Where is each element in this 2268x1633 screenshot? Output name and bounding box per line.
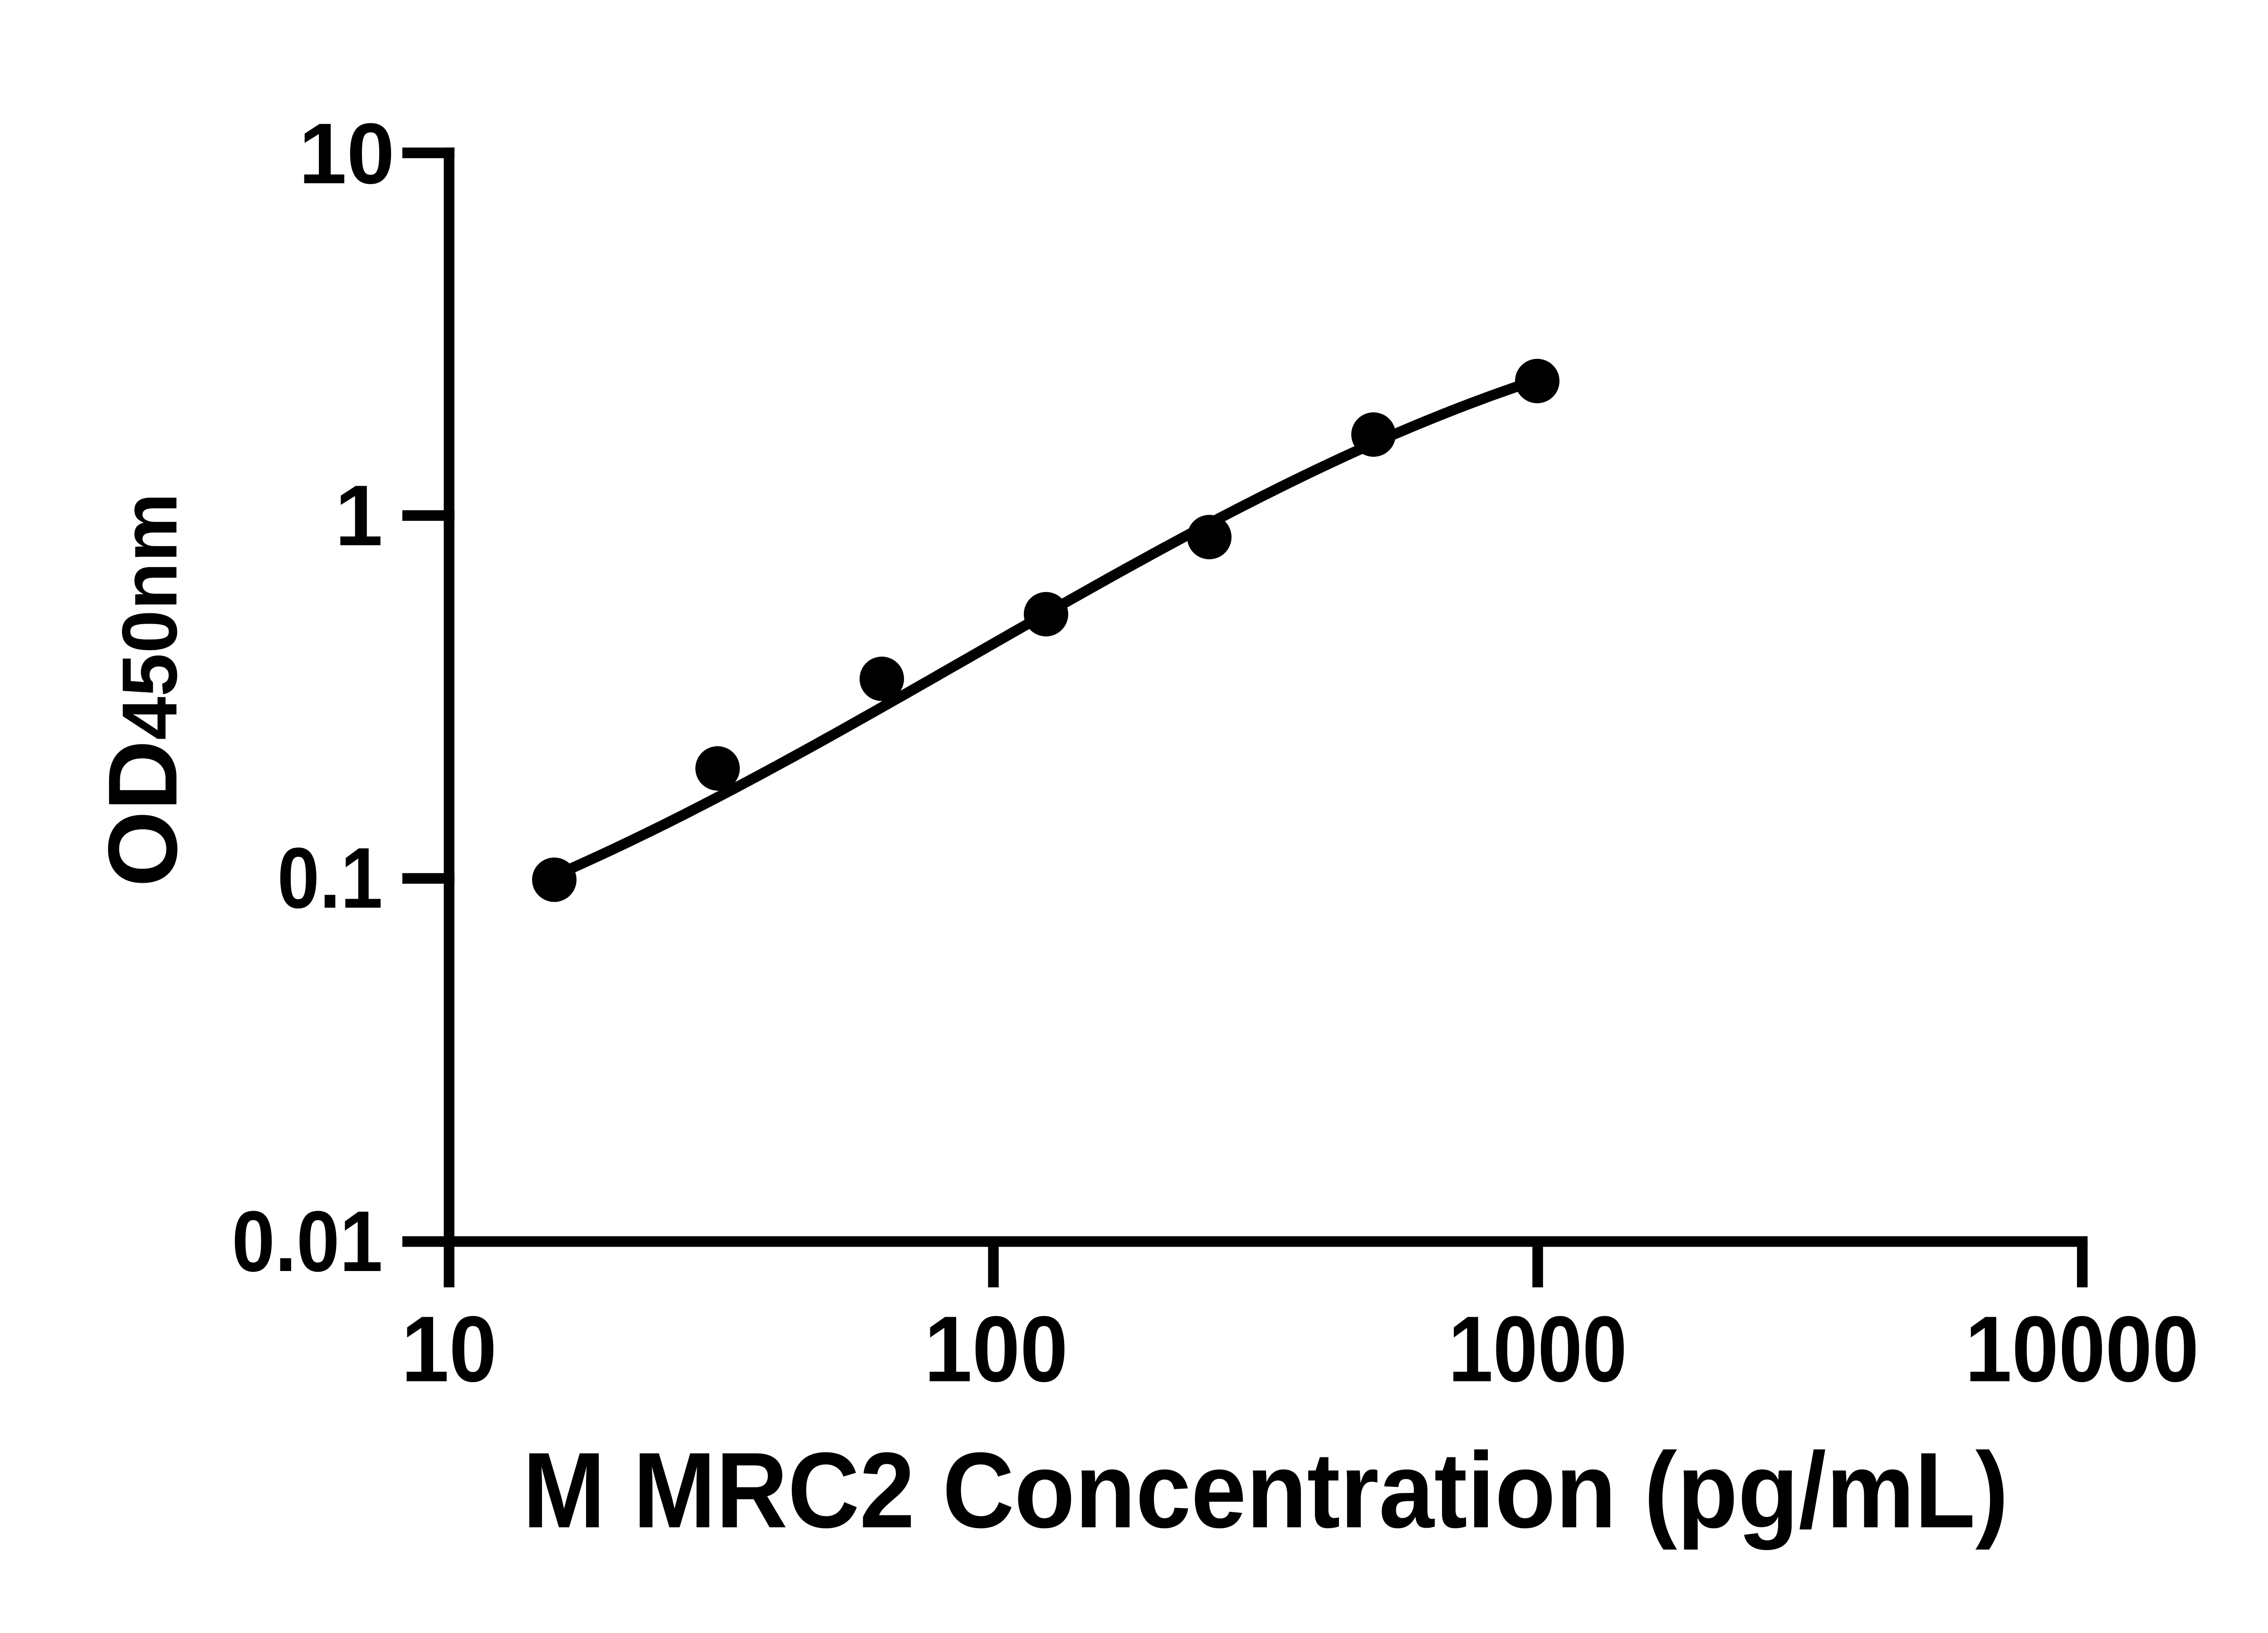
svg-text:10000: 10000 [1965,1297,2199,1401]
svg-text:M MRC2 Concentration (pg/mL): M MRC2 Concentration (pg/mL) [523,1430,2009,1550]
svg-text:0.01: 0.01 [232,1193,383,1290]
svg-text:1000: 1000 [1448,1296,1627,1401]
svg-text:0.1: 0.1 [277,830,382,926]
svg-text:OD450nm: OD450nm [88,493,197,887]
svg-text:10: 10 [299,106,395,202]
svg-text:1: 1 [335,468,383,564]
svg-text:10: 10 [401,1297,497,1401]
svg-text:100: 100 [924,1297,1068,1401]
